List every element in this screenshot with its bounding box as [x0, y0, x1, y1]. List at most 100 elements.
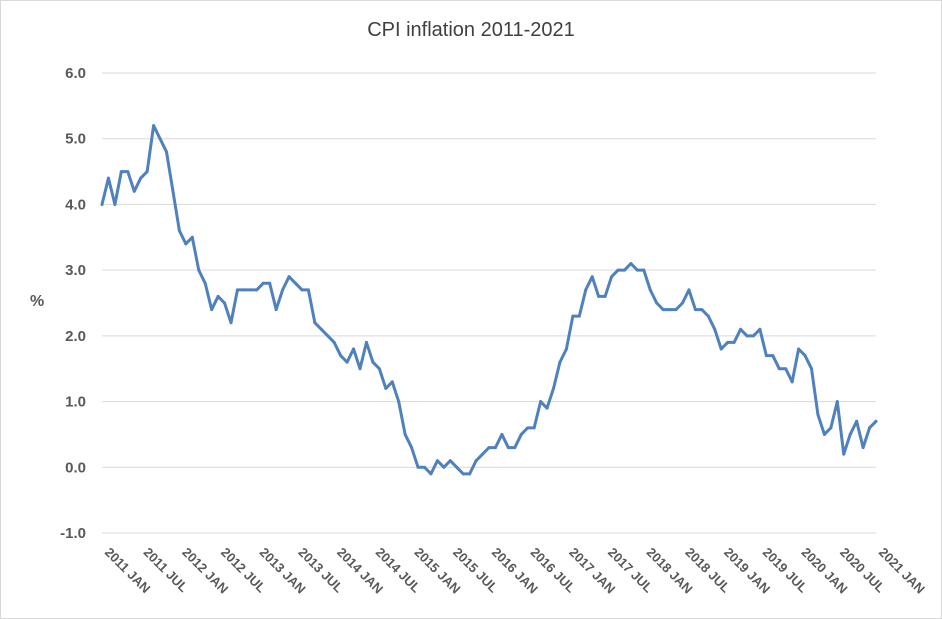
data-point — [281, 288, 285, 292]
data-point — [842, 452, 846, 456]
gridlines — [102, 72, 876, 534]
data-point — [442, 465, 446, 469]
data-point — [158, 137, 162, 141]
data-point — [468, 472, 472, 476]
data-point — [629, 262, 633, 266]
data-point — [184, 242, 188, 246]
data-point — [668, 308, 672, 312]
data-point — [706, 314, 710, 318]
data-point — [803, 354, 807, 358]
data-point — [526, 426, 530, 430]
data-point — [358, 367, 362, 371]
data-point — [616, 268, 620, 272]
data-point — [590, 275, 594, 279]
data-point — [700, 308, 704, 312]
data-point — [751, 334, 755, 338]
y-tick-label: -1.0 — [60, 525, 86, 542]
data-point — [764, 354, 768, 358]
data-point — [674, 308, 678, 312]
data-point — [571, 314, 575, 318]
data-point — [294, 281, 297, 285]
data-point — [610, 275, 614, 279]
data-point — [423, 465, 426, 469]
data-point — [429, 472, 433, 476]
data-point — [165, 150, 168, 154]
data-point — [584, 288, 588, 292]
data-point — [261, 281, 265, 285]
data-point — [364, 340, 368, 344]
data-point — [461, 472, 465, 476]
y-tick-label: 5.0 — [65, 131, 86, 148]
data-point — [848, 432, 852, 436]
cpi-line — [100, 124, 878, 476]
data-point — [552, 386, 555, 390]
data-point — [829, 426, 833, 430]
data-point — [577, 314, 581, 318]
data-point — [300, 288, 304, 292]
y-axis-label: % — [30, 293, 45, 310]
y-tick-label: 1.0 — [65, 394, 86, 411]
data-point — [132, 189, 136, 193]
data-point — [693, 308, 697, 312]
data-point — [648, 288, 652, 292]
data-point — [216, 294, 220, 298]
data-point — [655, 301, 659, 305]
data-point — [545, 406, 549, 410]
data-point — [326, 334, 330, 338]
data-point — [745, 334, 749, 338]
data-point — [816, 413, 820, 417]
data-point — [229, 321, 233, 325]
data-point — [719, 347, 723, 351]
data-point — [777, 367, 781, 371]
data-point — [100, 202, 104, 206]
data-point — [835, 400, 839, 404]
data-point — [713, 327, 717, 331]
data-point — [255, 288, 259, 292]
data-point — [797, 347, 801, 351]
data-point — [397, 400, 401, 404]
data-point — [519, 432, 523, 436]
data-point — [190, 235, 194, 239]
data-point — [506, 446, 510, 450]
data-point — [661, 308, 665, 312]
data-point — [248, 288, 252, 292]
data-point — [513, 446, 517, 450]
data-point — [784, 367, 788, 371]
data-point — [319, 327, 323, 331]
data-point — [171, 189, 175, 193]
data-point — [500, 432, 504, 436]
data-point — [287, 275, 291, 279]
data-point — [197, 268, 201, 272]
data-point — [352, 347, 356, 351]
data-point — [474, 459, 478, 463]
data-point — [455, 465, 459, 469]
data-point — [313, 321, 317, 325]
data-point — [435, 459, 439, 463]
data-point — [139, 176, 143, 180]
data-point — [274, 308, 278, 312]
y-tick-label: 0.0 — [65, 459, 86, 476]
data-point — [642, 268, 646, 272]
data-point — [861, 446, 865, 450]
data-point — [758, 327, 762, 331]
data-point — [106, 176, 110, 180]
data-point — [119, 170, 123, 174]
data-point — [493, 446, 497, 450]
data-point — [539, 400, 543, 404]
data-point — [416, 465, 420, 469]
data-point — [855, 419, 859, 423]
data-point — [726, 340, 730, 344]
data-point — [822, 432, 826, 436]
y-tick-label: 6.0 — [65, 65, 86, 82]
data-point — [242, 288, 246, 292]
data-point — [874, 419, 878, 423]
data-point — [597, 294, 601, 298]
data-point — [268, 281, 272, 285]
data-point — [790, 380, 794, 384]
data-point — [410, 446, 414, 450]
data-point — [558, 360, 562, 364]
data-point — [771, 354, 775, 358]
data-point — [223, 301, 227, 305]
